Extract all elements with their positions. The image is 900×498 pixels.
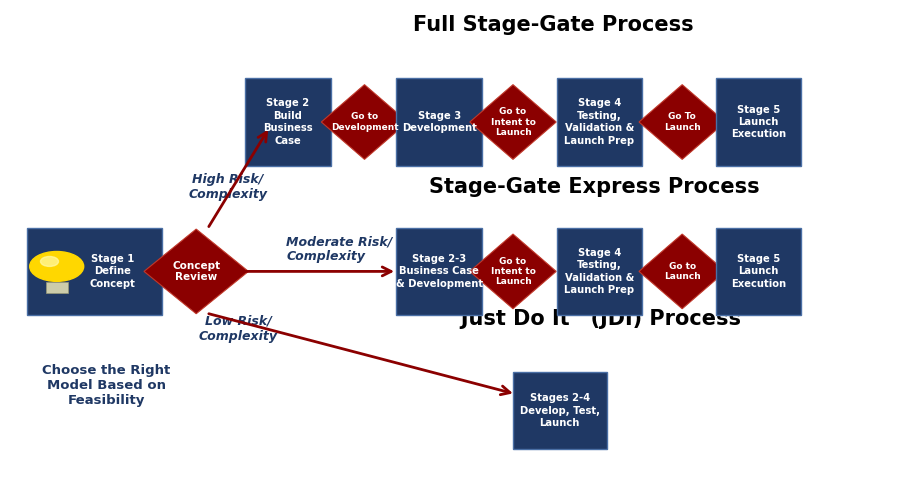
Text: Stages 2-4
Develop, Test,
Launch: Stages 2-4 Develop, Test, Launch [520, 393, 599, 428]
Text: Stage 2
Build
Business
Case: Stage 2 Build Business Case [263, 99, 313, 145]
FancyBboxPatch shape [396, 228, 482, 315]
Polygon shape [639, 85, 725, 159]
Text: Stage 5
Launch
Execution: Stage 5 Launch Execution [731, 105, 787, 139]
Text: Choose the Right
Model Based on
Feasibility: Choose the Right Model Based on Feasibil… [42, 364, 170, 406]
Polygon shape [639, 234, 725, 309]
Polygon shape [470, 85, 556, 159]
FancyBboxPatch shape [46, 282, 68, 293]
Text: Stage-Gate Express Process: Stage-Gate Express Process [428, 177, 760, 197]
FancyBboxPatch shape [556, 78, 643, 165]
FancyBboxPatch shape [512, 373, 607, 449]
Text: Moderate Risk/
Complexity: Moderate Risk/ Complexity [286, 235, 392, 263]
FancyBboxPatch shape [245, 78, 331, 165]
Polygon shape [470, 234, 556, 309]
Text: High Risk/
Complexity: High Risk/ Complexity [188, 173, 267, 201]
Text: Stage 3
Development: Stage 3 Development [401, 111, 477, 133]
Text: Concept
Review: Concept Review [172, 260, 220, 282]
Text: Full Stage-Gate Process: Full Stage-Gate Process [413, 15, 694, 35]
Text: Go to
Intent to
Launch: Go to Intent to Launch [491, 107, 536, 137]
Text: Stage 2-3
Business Case
& Development: Stage 2-3 Business Case & Development [396, 254, 482, 289]
Text: Go To
Launch: Go To Launch [664, 113, 700, 131]
Text: Stage 4
Testing,
Validation &
Launch Prep: Stage 4 Testing, Validation & Launch Pre… [564, 99, 634, 145]
Text: Go to
Launch: Go to Launch [664, 262, 700, 281]
Text: Go to
Intent to
Launch: Go to Intent to Launch [491, 256, 536, 286]
FancyBboxPatch shape [396, 78, 482, 165]
FancyBboxPatch shape [716, 78, 801, 165]
Text: Low Risk/
Complexity: Low Risk/ Complexity [199, 315, 278, 343]
Polygon shape [144, 229, 248, 314]
Polygon shape [321, 85, 408, 159]
Text: “Just Do It” (JDI) Process: “Just Do It” (JDI) Process [447, 309, 741, 329]
FancyBboxPatch shape [716, 228, 801, 315]
Circle shape [40, 256, 58, 266]
FancyBboxPatch shape [27, 228, 162, 315]
Text: Stage 5
Launch
Execution: Stage 5 Launch Execution [731, 254, 787, 289]
FancyBboxPatch shape [556, 228, 643, 315]
Text: Stage 4
Testing,
Validation &
Launch Prep: Stage 4 Testing, Validation & Launch Pre… [564, 248, 634, 295]
Text: Go to
Development: Go to Development [330, 113, 399, 131]
Text: Stage 1
Define
Concept: Stage 1 Define Concept [90, 254, 135, 289]
Circle shape [30, 251, 84, 281]
